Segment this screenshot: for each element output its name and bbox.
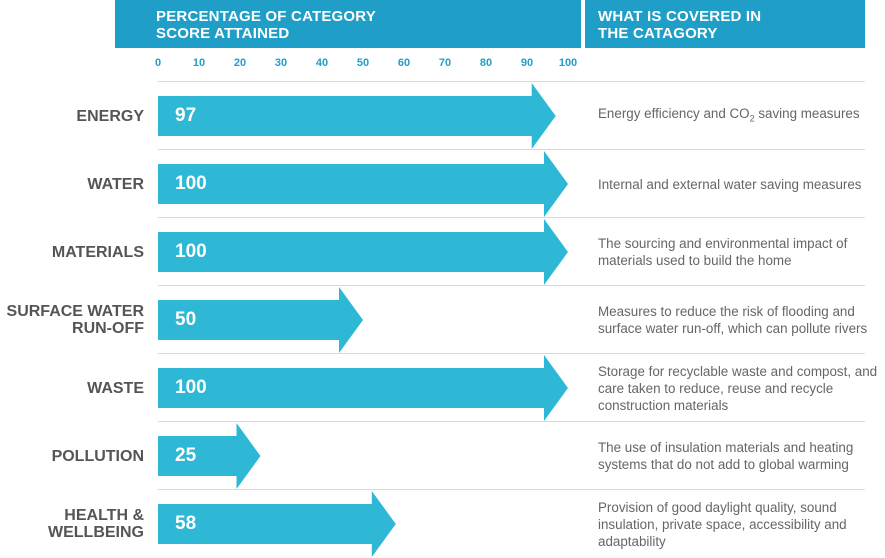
description-text: Provision of good daylight quality, soun… — [598, 499, 847, 549]
bar-arrow — [158, 151, 568, 217]
tick-label: 50 — [356, 57, 370, 69]
category-label-line: WELLBEING — [48, 524, 144, 541]
category-label: WASTE — [0, 354, 144, 422]
category-description: Storage for recyclable waste and compost… — [598, 354, 878, 422]
header-line: THE CATAGORY — [598, 25, 718, 42]
bar-arrow — [158, 287, 363, 353]
category-label-line: HEALTH & — [64, 507, 144, 524]
bar-arrow — [158, 219, 568, 285]
category-description: Measures to reduce the risk of flooding … — [598, 286, 878, 354]
category-label-line: MATERIALS — [51, 243, 144, 261]
chart-row: MATERIALS 100 The sourcing and environment… — [0, 218, 885, 286]
tick-label: 0 — [154, 57, 162, 69]
bar-arrow-svg — [158, 491, 396, 557]
category-label-line: WASTE — [87, 379, 144, 397]
bar-arrow-svg — [158, 355, 568, 421]
bar-value-label: 25 — [175, 445, 197, 466]
tick-label: 40 — [315, 57, 329, 69]
chart-row: ENERGY 97 Energy efficiency and CO2 saving… — [0, 82, 885, 150]
row-separator — [158, 217, 865, 218]
category-label-line: POLLUTION — [51, 447, 144, 465]
bar-value-label: 100 — [175, 377, 207, 398]
header-line: PERCENTAGE OF CATEGORY — [156, 8, 376, 25]
tick-label: 30 — [274, 57, 288, 69]
bar-arrow — [158, 83, 556, 149]
row-separator — [158, 489, 865, 490]
category-description: Energy efficiency and CO2 saving measure… — [598, 82, 878, 150]
bar-value-label: 50 — [175, 309, 197, 330]
tick-label: 60 — [397, 57, 411, 69]
chart-header: PERCENTAGE OF CATEGORY SCORE ATTAINED — [115, 0, 581, 48]
bar-arrow — [158, 423, 261, 489]
description-text: Energy efficiency and CO — [598, 105, 750, 121]
tick-label: 90 — [520, 57, 534, 69]
category-description: The use of insulation materials and heat… — [598, 422, 878, 490]
category-label: HEALTH & WELLBEING — [0, 490, 144, 558]
category-description: Internal and external water saving measu… — [598, 150, 878, 218]
tick-label: 10 — [192, 57, 206, 69]
bar-arrow — [158, 355, 568, 421]
description-text: The use of insulation materials and heat… — [598, 440, 854, 472]
row-separator — [158, 421, 865, 422]
category-label-line: ENERGY — [76, 107, 144, 125]
row-separator — [158, 81, 865, 82]
row-separator — [158, 149, 865, 150]
description-text: saving measures — [754, 105, 860, 121]
category-label-line: RUN-OFF — [72, 320, 144, 337]
category-description: The sourcing and environmental impact of… — [598, 218, 878, 286]
bar-arrow-svg — [158, 219, 568, 285]
chart-row: WASTE 100 Storage for recyclable waste and… — [0, 354, 885, 422]
bar-arrow-svg — [158, 423, 261, 489]
category-label: WATER — [0, 150, 144, 218]
bar-value-label: 100 — [175, 173, 207, 194]
description-text: Measures to reduce the risk of flooding … — [598, 304, 868, 336]
description-text: The sourcing and environmental impact of… — [598, 236, 848, 268]
category-label-line: SURFACE WATER — [6, 303, 144, 320]
chart-row: SURFACE WATER RUN-OFF 50 Measures to reduce… — [0, 286, 885, 354]
category-label: SURFACE WATER RUN-OFF — [0, 286, 144, 354]
chart-row: WATER 100 Internal and external water savi… — [0, 150, 885, 218]
description-text: Storage for recyclable waste and compost… — [598, 363, 878, 413]
row-separator — [158, 285, 865, 286]
header-line: WHAT IS COVERED IN — [598, 8, 762, 25]
chart-row: POLLUTION 25 The use of insulation materia… — [0, 422, 885, 490]
header-line: SCORE ATTAINED — [156, 25, 290, 42]
bar-arrow-svg — [158, 151, 568, 217]
bar-arrow-svg — [158, 287, 363, 353]
category-description: Provision of good daylight quality, soun… — [598, 490, 878, 558]
tick-label: 70 — [438, 57, 452, 69]
bar-value-label: 97 — [175, 105, 197, 126]
category-label: ENERGY — [0, 82, 144, 150]
bar-value-label: 100 — [175, 241, 207, 262]
category-label: MATERIALS — [0, 218, 144, 286]
description-text: Internal and external water saving measu… — [598, 176, 862, 192]
tick-label: 100 — [558, 57, 578, 69]
tick-label: 20 — [233, 57, 247, 69]
category-label-line: WATER — [87, 175, 144, 193]
row-separator — [158, 353, 865, 354]
bar-arrow — [158, 491, 396, 557]
description-subscript: 2 — [749, 113, 755, 124]
description-header: WHAT IS COVERED IN THE CATAGORY — [585, 0, 865, 48]
bar-value-label: 58 — [175, 513, 197, 534]
category-label: POLLUTION — [0, 422, 144, 490]
chart-row: HEALTH & WELLBEING 58 Provision of good day… — [0, 490, 885, 558]
tick-label: 80 — [479, 57, 493, 69]
bar-arrow-svg — [158, 83, 556, 149]
